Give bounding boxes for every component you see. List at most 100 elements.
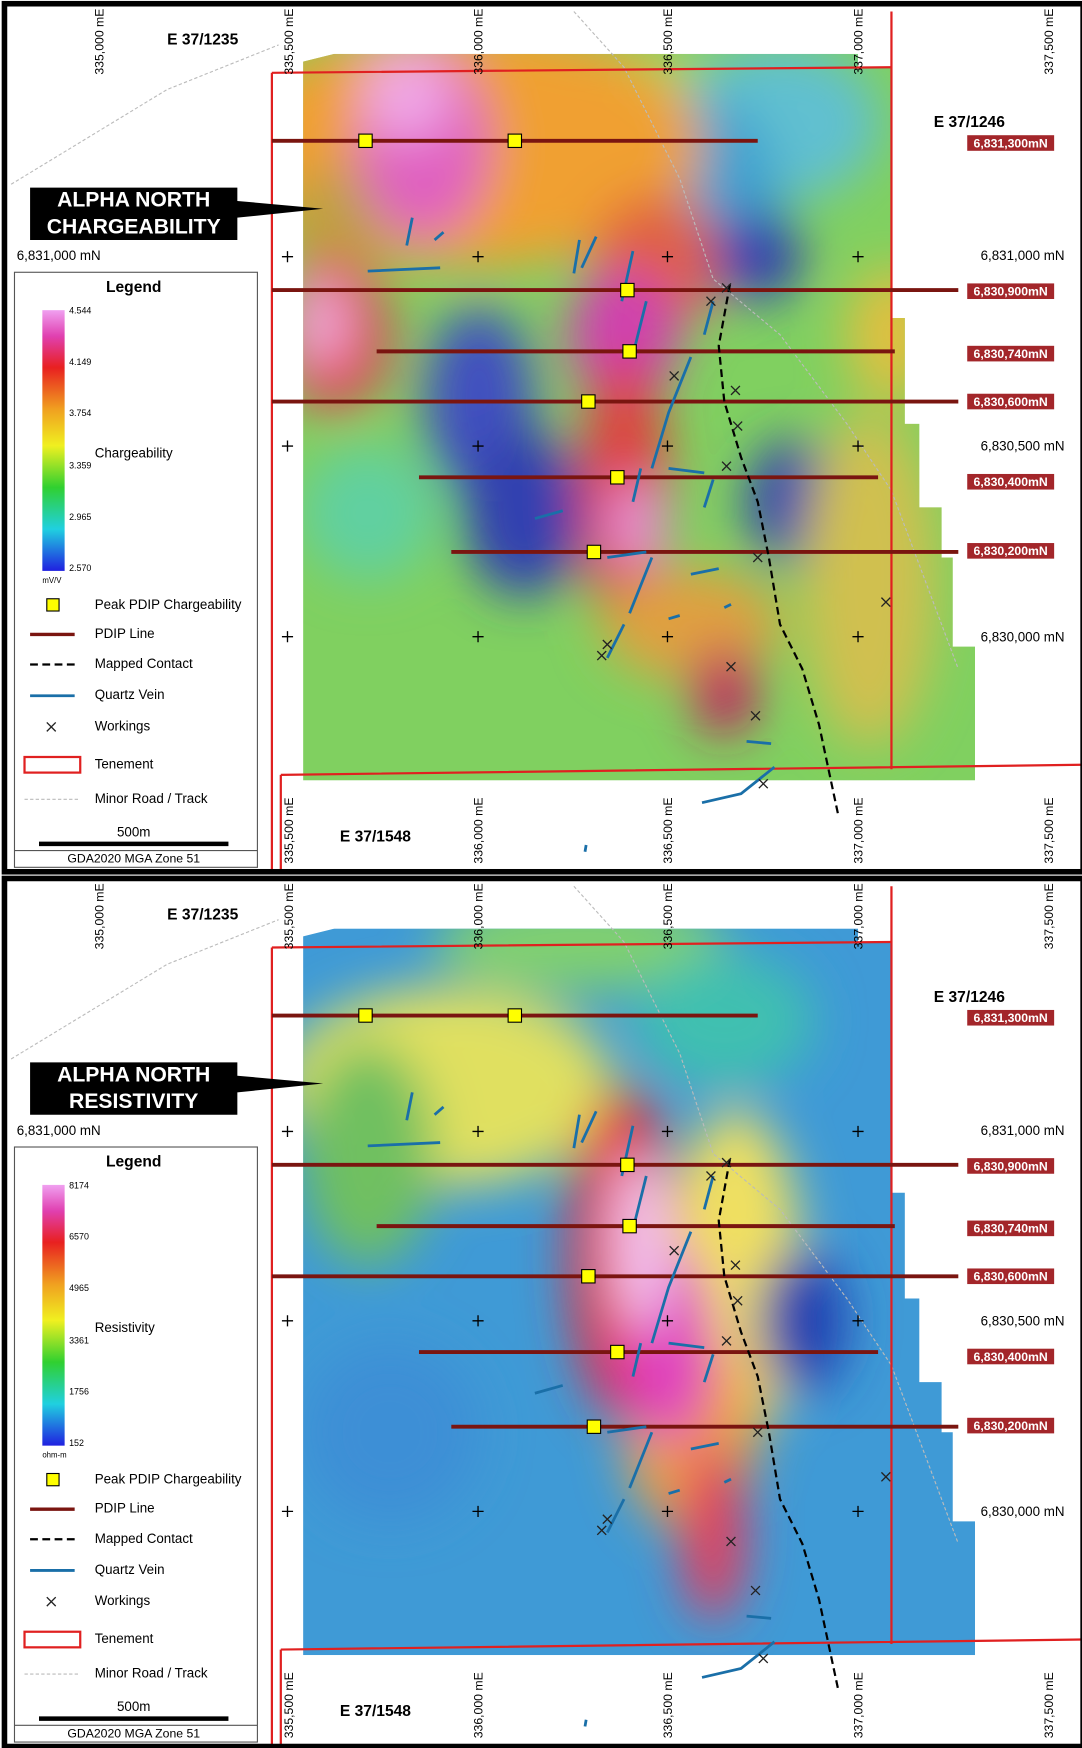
scale-bar-label: 500m [117, 824, 150, 839]
scale-tick: 8174 [69, 1180, 89, 1190]
anomaly [362, 51, 451, 140]
line-label: 6,830,740mN [974, 347, 1048, 361]
scale-tick: 4.149 [69, 357, 91, 367]
tenement-label: E 37/1548 [340, 1703, 411, 1720]
legend-symbol [47, 1474, 59, 1486]
legend-item: Peak PDIP Chargeability [95, 1472, 242, 1487]
anomaly [613, 1154, 669, 1332]
quartz-vein [585, 845, 586, 852]
scale-tick: 6570 [69, 1232, 89, 1242]
easting-label: 337,000 mE [851, 1672, 865, 1738]
scale-tick: 3.359 [69, 461, 91, 471]
easting-label: 335,500 mE [282, 798, 296, 864]
easting-label: 336,000 mE [471, 883, 485, 949]
easting-label: 336,500 mE [661, 9, 675, 75]
easting-label: 335,000 mE [93, 883, 107, 949]
legend-item: Minor Road / Track [95, 791, 208, 806]
legend-item: Peak PDIP Chargeability [95, 597, 242, 612]
northing-label: 6,830,500 mN [981, 439, 1065, 454]
anomaly [462, 429, 585, 596]
northing-label: 6,830,000 mN [981, 1504, 1065, 1519]
color-bar [42, 1185, 64, 1446]
line-label: 6,830,740mN [974, 1222, 1048, 1236]
workings [759, 1654, 768, 1663]
easting-label: 337,500 mE [1042, 1672, 1056, 1738]
northing-label: 6,831,000 mN [17, 1123, 101, 1138]
tenement-label: E 37/1235 [167, 32, 238, 49]
anomaly [301, 1343, 479, 1521]
map-panel: 335,000 mE 335,500 mE 336,000 mE 336,500 mE… [4, 4, 1082, 872]
scale-tick: 2.965 [69, 512, 91, 522]
peak-chargeability [621, 1158, 634, 1171]
line-label: 6,830,400mN [974, 475, 1048, 489]
scale-tick: 3.754 [69, 408, 91, 418]
anomaly [301, 446, 435, 580]
legend-title: Legend [106, 279, 161, 296]
legend-item: PDIP Line [95, 626, 155, 641]
anomaly [602, 569, 780, 680]
legend-item: Workings [95, 1593, 151, 1608]
peak-chargeability [582, 395, 595, 408]
map-panel: 335,000 mE 335,500 mE 336,000 mE 336,500 mE… [4, 878, 1082, 1746]
line-label: 6,830,900mN [974, 285, 1048, 299]
raster [234, 23, 981, 792]
line-label: 6,830,200mN [974, 1419, 1048, 1433]
scale-tick: 2.570 [69, 563, 91, 573]
northing-label: 6,830,000 mN [981, 629, 1065, 644]
scale-label: Chargeability [95, 445, 173, 460]
easting-label: 336,000 mE [471, 798, 485, 864]
tenement-label: E 37/1246 [934, 114, 1005, 131]
anomaly [758, 1248, 847, 1393]
quartz-vein [585, 1720, 586, 1727]
legend-item: Workings [95, 718, 151, 733]
scale-unit: ohm-m [42, 1451, 66, 1460]
easting-label: 337,500 mE [1042, 798, 1056, 864]
line-label: 6,831,300mN [974, 1011, 1048, 1025]
scale-tick: 4.544 [69, 306, 91, 316]
grid-cross [282, 251, 293, 262]
panel-title: ALPHA NORTH [57, 189, 210, 212]
scale-tick: 4965 [69, 1283, 89, 1293]
scale-tick: 152 [69, 1438, 84, 1448]
grid-cross [282, 631, 293, 642]
easting-label: 336,000 mE [471, 1672, 485, 1738]
legend-symbol [47, 599, 59, 611]
easting-label: 335,000 mE [93, 9, 107, 75]
easting-label: 336,500 mE [661, 798, 675, 864]
color-bar [42, 310, 64, 571]
line-label: 6,830,200mN [974, 544, 1048, 558]
tenement-label: E 37/1235 [167, 906, 238, 923]
peak-chargeability [508, 1009, 521, 1022]
legend-item: Tenement [95, 1631, 154, 1646]
grid-cross [282, 441, 293, 452]
panel-title: RESISTIVITY [69, 1090, 198, 1113]
grid-cross [282, 1506, 293, 1517]
panel-title: ALPHA NORTH [57, 1063, 210, 1086]
legend-item: PDIP Line [95, 1501, 155, 1516]
legend-item: Minor Road / Track [95, 1666, 208, 1681]
grid-cross [282, 1126, 293, 1137]
easting-label: 336,000 mE [471, 9, 485, 75]
anomaly [680, 1443, 747, 1621]
peak-chargeability [587, 545, 600, 558]
peak-chargeability [582, 1270, 595, 1283]
legend-item: Quartz Vein [95, 1562, 165, 1577]
easting-label: 337,000 mE [851, 798, 865, 864]
line-label: 6,830,600mN [974, 395, 1048, 409]
scale-unit: mV/V [42, 576, 62, 585]
datum: GDA2020 MGA Zone 51 [67, 1726, 200, 1740]
legend-item: Mapped Contact [95, 1531, 193, 1546]
easting-label: 335,500 mE [282, 1672, 296, 1738]
line-label: 6,830,400mN [974, 1350, 1048, 1364]
easting-label: 337,500 mE [1042, 883, 1056, 949]
easting-label: 336,500 mE [661, 883, 675, 949]
peak-chargeability [623, 345, 636, 358]
peak-chargeability [621, 283, 634, 296]
line-label: 6,830,900mN [974, 1159, 1048, 1173]
workings [759, 779, 768, 788]
peak-chargeability [359, 1009, 372, 1022]
easting-label: 335,500 mE [282, 9, 296, 75]
northing-label: 6,831,000 mN [981, 1123, 1065, 1138]
legend-item: Tenement [95, 756, 154, 771]
anomaly [691, 647, 758, 736]
